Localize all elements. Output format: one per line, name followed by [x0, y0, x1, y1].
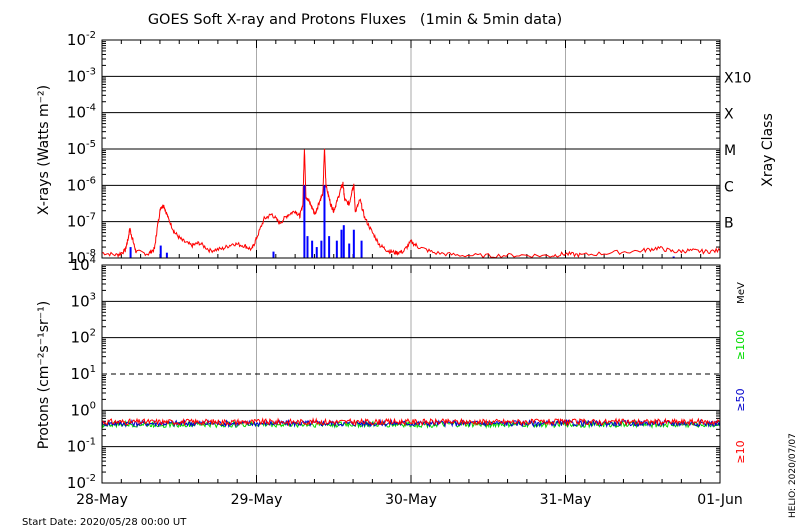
proton-y-tick-label: 104 — [71, 255, 96, 274]
xray-y-tick-label: 10-2 — [67, 30, 96, 49]
proton-series-line — [101, 419, 721, 429]
credit-label: HELIO: 2020/07/07 — [788, 433, 798, 518]
proton-y-tick-label: 10-1 — [67, 437, 96, 456]
x-tick-label: 31-May — [540, 492, 592, 508]
xray-y-tick-label: 10-8 — [67, 248, 96, 267]
proton-y-tick-label: 100 — [71, 400, 96, 419]
xray-long-series-line — [101, 148, 721, 259]
xray-y-axis-label: X-rays (Watts m⁻²) — [36, 85, 52, 215]
xray-panel: 10-2 10-3 10-4 10-5 10-6 10-7 10-8 X10 X M C B X-ray… — [36, 30, 776, 267]
xray-y-tick-label: 10-3 — [67, 66, 96, 85]
xray-y-tick-label: 10-4 — [67, 103, 96, 122]
xray-class-axis-label: Xray Class — [760, 113, 776, 187]
xray-class-label: M — [724, 143, 736, 159]
xray-y-tick-label: 10-7 — [67, 212, 96, 231]
proton-y-axis-label: Protons (cm⁻²s⁻¹sr⁻¹) — [36, 301, 52, 450]
proton-legend-entry: ≥50 — [734, 388, 747, 411]
xray-y-tick-label: 10-5 — [67, 139, 96, 158]
xray-class-label: B — [724, 216, 734, 232]
proton-legend-entry: ≥100 — [734, 330, 747, 360]
start-date-label: Start Date: 2020/05/28 00:00 UT — [22, 517, 187, 528]
proton-plot-frame — [101, 264, 721, 484]
x-tick-label: 29-May — [231, 492, 283, 508]
proton-y-tick-label: 103 — [71, 291, 96, 310]
x-tick-label: 28-May — [76, 492, 128, 508]
proton-panel: 104 103 102 101 100 10-1 10-228-May 29-May 30-Ma… — [36, 255, 747, 508]
proton-y-tick-label: 10-2 — [67, 473, 96, 492]
xray-class-label: X10 — [724, 70, 751, 86]
xray-plot-frame — [101, 39, 721, 259]
x-tick-label: 01-Jun — [697, 492, 743, 508]
proton-y-tick-label: 102 — [71, 328, 96, 347]
xray-y-tick-label: 10-6 — [67, 175, 96, 194]
proton-unit-label: MeV — [736, 282, 747, 304]
chart-title: GOES Soft X-ray and Protons Fluxes (1min… — [148, 12, 562, 28]
x-tick-label: 30-May — [385, 492, 437, 508]
proton-series-line — [101, 417, 721, 427]
xray-class-label: X — [724, 107, 734, 123]
proton-legend-entry: ≥10 — [734, 440, 747, 463]
xray-class-label: C — [724, 179, 734, 195]
proton-y-tick-label: 101 — [71, 364, 96, 383]
